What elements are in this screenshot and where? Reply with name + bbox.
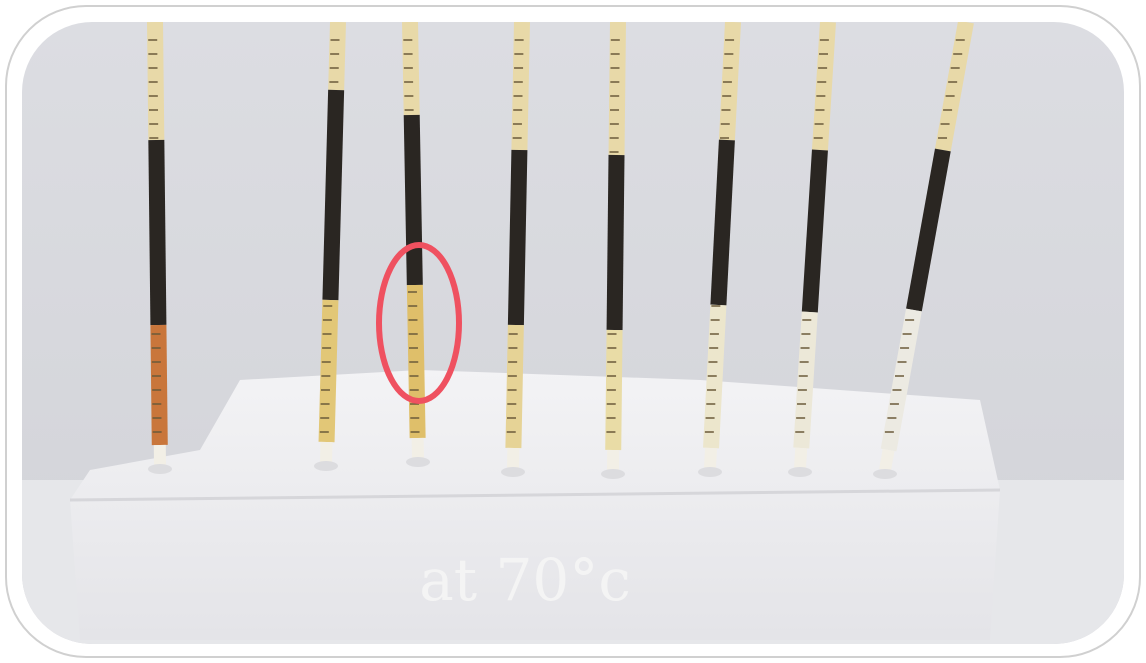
tube-dark-column [516, 150, 520, 325]
tube-lower [327, 300, 331, 442]
tube-upper [820, 22, 828, 150]
tube-dark-column [718, 140, 727, 305]
tube-dark-column [412, 115, 415, 285]
tube-lower [801, 312, 810, 448]
tube-dark-column [810, 150, 820, 312]
tube-tip [885, 450, 889, 470]
tube-dark-column [615, 155, 617, 330]
tube-socket [406, 457, 430, 467]
photo: at 70°c [0, 0, 1146, 663]
tube-socket [788, 467, 812, 477]
caption: at 70°c [419, 546, 631, 614]
tube-upper [617, 22, 618, 155]
tube-tip [800, 448, 801, 468]
tube-socket [501, 467, 525, 477]
tube-dark-column [156, 140, 158, 325]
tube-lower [513, 325, 515, 448]
tube-socket [148, 464, 172, 474]
photo-content: at 70°c [22, 22, 1124, 644]
page: {"caption": "at 70°c"} at 70°c (() => { … [0, 0, 1146, 663]
tube-tip [710, 448, 711, 468]
tube-upper [336, 22, 338, 90]
tube-socket [601, 469, 625, 479]
tube-socket [698, 467, 722, 477]
tube-socket [314, 461, 338, 471]
tube-upper [519, 22, 522, 150]
tube-lower [158, 325, 159, 445]
tube-tip [326, 442, 327, 462]
tube-dark-column [330, 90, 336, 300]
tube-socket [873, 469, 897, 479]
